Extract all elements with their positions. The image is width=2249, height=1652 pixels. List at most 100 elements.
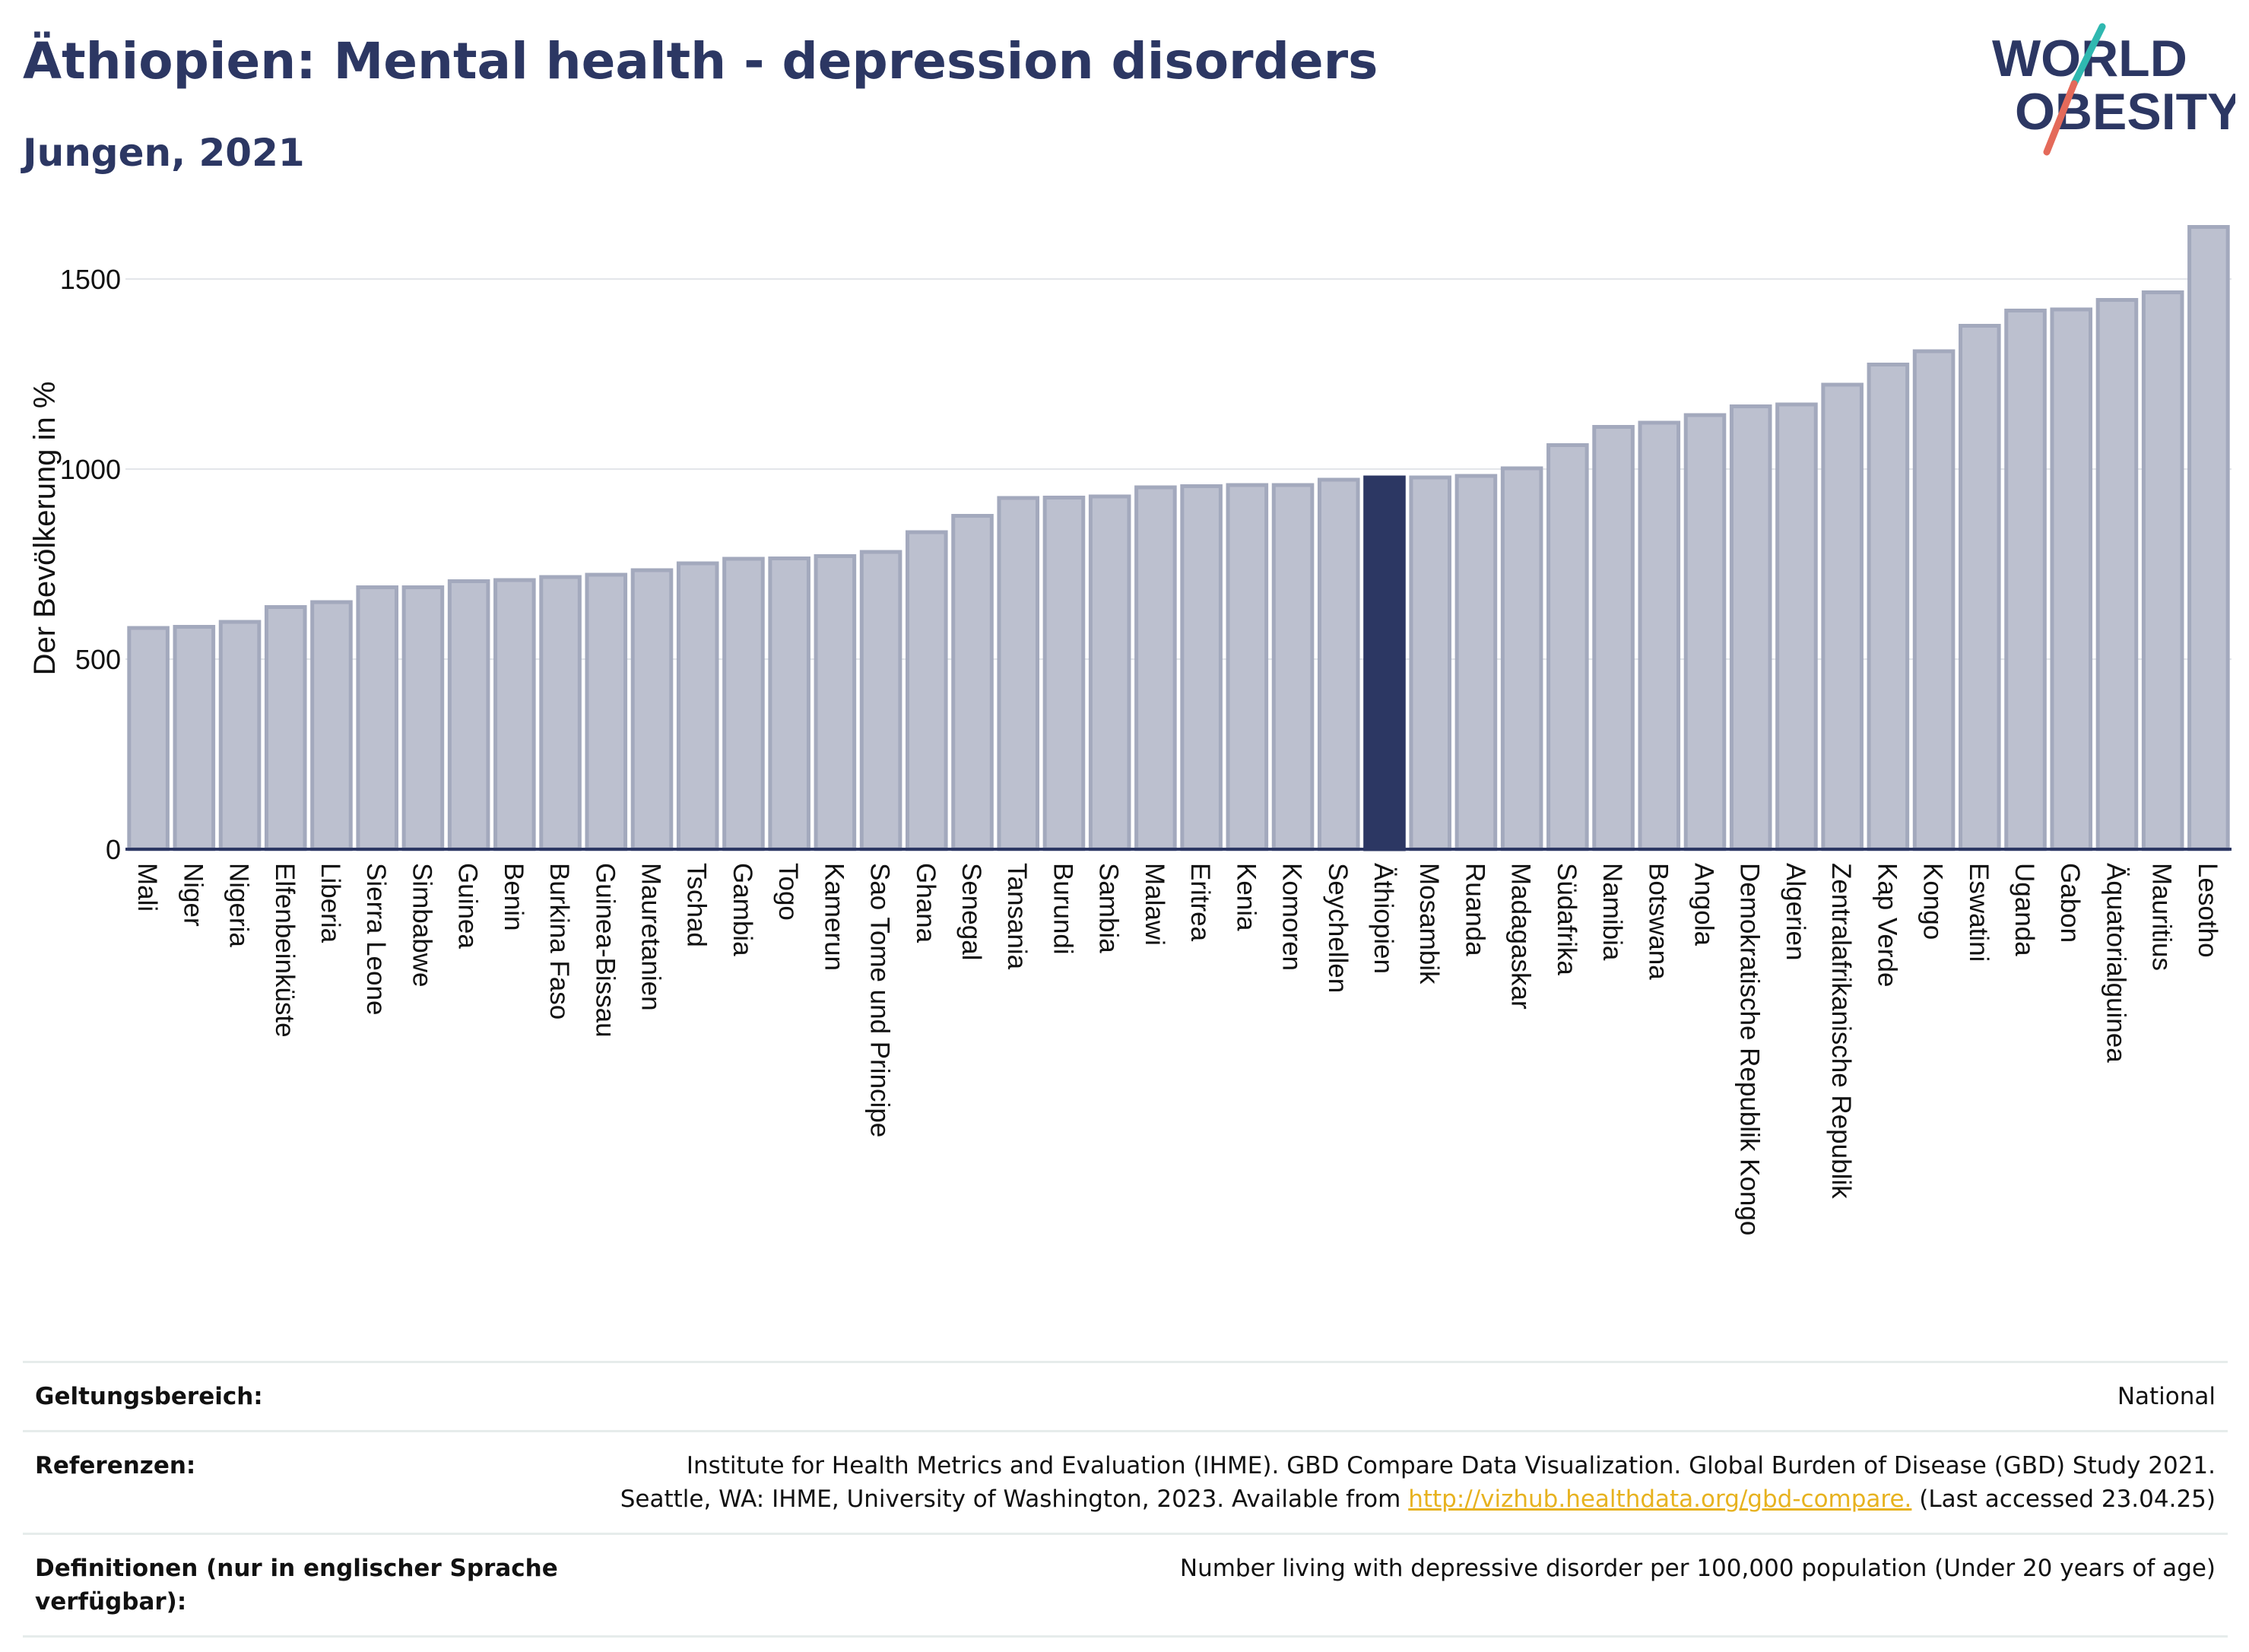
- x-tick-label: Zentralafrikanische Republik: [1826, 863, 1856, 1199]
- bar-namibia: [1592, 425, 1635, 851]
- bar-sierra-leone: [356, 585, 398, 851]
- bar-mali: [127, 626, 170, 851]
- x-tick-label: Gabon: [2055, 863, 2085, 943]
- x-tick-label: Kamerun: [819, 863, 849, 971]
- bar-äquatorialguinea: [2095, 298, 2139, 851]
- bar-sao-tome-und-principe: [859, 550, 902, 851]
- x-tick-label: Niger: [178, 863, 208, 927]
- x-tick-label: Senegal: [956, 863, 986, 960]
- x-tick-label: Nigeria: [224, 863, 254, 947]
- y-tick-label: 1000: [60, 454, 121, 485]
- logo-slash-teal: [2070, 23, 2106, 87]
- x-tick-label: Ghana: [911, 863, 941, 943]
- x-tick-label: Mali: [132, 863, 162, 912]
- x-tick-label: Liberia: [316, 863, 345, 943]
- x-tick-label: Ruanda: [1460, 863, 1489, 956]
- scope-label: Geltungsbereich:: [35, 1383, 263, 1410]
- definitions-label: Definitionen (nur in englischer Sprache …: [35, 1555, 558, 1616]
- bar-togo: [768, 556, 810, 851]
- bar-ruanda: [1454, 474, 1498, 851]
- x-tick-label: Mauretanien: [636, 863, 666, 1011]
- bar-mauretanien: [630, 568, 674, 851]
- bar-malawi: [1134, 485, 1177, 851]
- bar-gambia: [722, 556, 765, 851]
- x-tick-label: Malawi: [1140, 863, 1169, 946]
- bar-tschad: [676, 561, 719, 851]
- bar-tansania: [997, 496, 1040, 851]
- x-tick-label: Elfenbeinküste: [270, 863, 300, 1038]
- x-tick-label: Seychellen: [1323, 863, 1353, 993]
- x-tick-label: Tansania: [1002, 863, 1032, 970]
- x-tick-label: Äquatorialguinea: [2101, 863, 2130, 1063]
- definitions-row: Definitionen (nur in englischer Sprache …: [23, 1533, 2228, 1638]
- bar-mosambik: [1409, 475, 1451, 851]
- definitions-value: Number living with depressive disorder p…: [1179, 1555, 2216, 1582]
- x-tick-label: Kongo: [1918, 863, 1948, 940]
- bar-uganda: [2004, 309, 2047, 851]
- x-tick-label: Burkina Faso: [544, 863, 574, 1019]
- x-tick-label: Tschad: [682, 863, 712, 947]
- x-tick-label: Angola: [1689, 863, 1719, 946]
- x-axis-labels: Mali Niger Nigeria Elfenbeinküste Liberia Sie…: [132, 863, 2222, 1235]
- references-line1: Institute for Health Metrics and Evaluat…: [686, 1452, 2216, 1479]
- scope-value: National: [2117, 1383, 2216, 1410]
- bar-kamerun: [814, 554, 857, 851]
- bar-eswatini: [1959, 324, 2001, 851]
- bar-guinea-bissau: [585, 572, 628, 851]
- bar-kap-verde: [1867, 363, 1910, 851]
- x-tick-label: Komoren: [1277, 863, 1307, 971]
- bar-senegal: [951, 514, 994, 851]
- x-tick-label: Benin: [499, 863, 528, 931]
- x-tick-label: Simbabwe: [407, 863, 436, 987]
- logo-slash-red: [2043, 80, 2078, 156]
- x-tick-label: Sao Tome und Principe: [865, 863, 895, 1137]
- bar-seychellen: [1317, 477, 1360, 851]
- x-tick-label: Mauritius: [2147, 863, 2177, 971]
- x-tick-label: Kap Verde: [1872, 863, 1902, 987]
- x-tick-label: Namibia: [1597, 863, 1627, 961]
- bar-zentralafrikanische-republik: [1821, 382, 1864, 851]
- chart-title: Äthiopien: Mental health - depression di…: [23, 32, 1378, 90]
- x-tick-label: Botswana: [1643, 863, 1673, 980]
- y-axis-label: Der Bevölkerung in %: [28, 382, 62, 676]
- bar-kenia: [1226, 483, 1269, 851]
- x-tick-label: Guinea-Bissau: [590, 863, 620, 1038]
- bar-madagaskar: [1500, 466, 1543, 851]
- bar-guinea: [447, 579, 490, 851]
- y-tick-label: 1500: [60, 264, 121, 295]
- bar-algerien: [1775, 402, 1818, 851]
- bar-chart: 0 500 1000 1500 Mali Niger Nigeria Elfenbeinkü…: [28, 225, 2232, 1235]
- bar-lesotho: [2187, 225, 2230, 851]
- references-line2-post: (Last accessed 23.04.25): [1911, 1486, 2216, 1513]
- chart-subtitle: Jungen, 2021: [23, 131, 305, 175]
- y-tick-label: 500: [75, 644, 121, 675]
- bar-komoren: [1271, 483, 1315, 851]
- x-tick-label: Gambia: [728, 863, 757, 956]
- bar-elfenbeinküste: [264, 605, 307, 851]
- bar-burkina-faso: [539, 575, 582, 851]
- bar-benin: [493, 578, 536, 851]
- x-tick-label: Sierra Leone: [361, 863, 391, 1015]
- bar-angola: [1683, 413, 1727, 851]
- bar-äthiopien: [1363, 475, 1406, 851]
- bar-ghana: [906, 530, 948, 851]
- x-tick-label: Guinea: [453, 863, 483, 949]
- x-tick-label: Eritrea: [1185, 863, 1215, 942]
- bar-gabon: [2050, 307, 2093, 851]
- x-tick-label: Kenia: [1231, 863, 1261, 931]
- y-tick-label: 0: [106, 834, 121, 865]
- bar-mauritius: [2141, 290, 2184, 851]
- x-tick-label: Südafrika: [1552, 863, 1581, 975]
- world-obesity-logo: WORLD OBESITY: [1992, 23, 2235, 156]
- bar-südafrika: [1546, 443, 1589, 851]
- bar-niger: [173, 625, 216, 851]
- references-row: Referenzen: Institute for Health Metrics…: [23, 1430, 2228, 1533]
- y-axis-ticks: 0 500 1000 1500: [60, 264, 121, 865]
- scope-row: Geltungsbereich: National: [23, 1361, 2228, 1430]
- x-tick-label: Uganda: [2010, 863, 2039, 956]
- x-tick-label: Demokratische Republik Kongo: [1735, 863, 1765, 1235]
- references-link[interactable]: http://vizhub.healthdata.org/gbd-compare…: [1408, 1486, 1912, 1513]
- bar-kongo: [1912, 349, 1956, 851]
- bar-liberia: [310, 600, 353, 851]
- bar-eritrea: [1180, 484, 1223, 851]
